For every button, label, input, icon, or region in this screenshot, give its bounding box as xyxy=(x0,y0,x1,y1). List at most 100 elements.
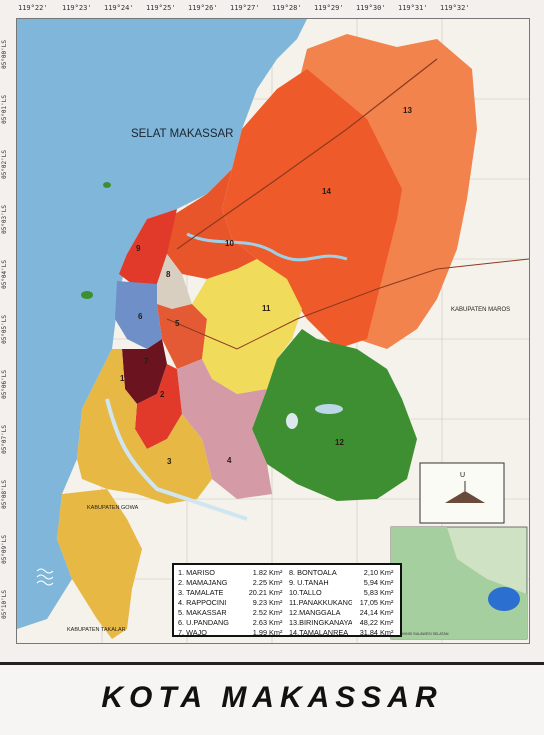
legend-unit: Km² xyxy=(380,588,394,597)
coord-tick-left: 05°00'LS xyxy=(1,40,8,69)
legend-area: 5,83 xyxy=(363,588,378,597)
road-line xyxy=(166,258,529,350)
legend-area: 31,84 xyxy=(359,628,378,637)
legend-unit: Km² xyxy=(380,598,394,607)
coord-tick-top: 119°29' xyxy=(314,4,344,12)
lake-marker xyxy=(286,413,298,429)
coord-tick-top: 119°24' xyxy=(104,4,134,12)
legend-unit: Km² xyxy=(269,628,283,637)
legend-row: 1. MARISO 1.82 Km² 8. BONTOALA 2,10 Km² xyxy=(178,568,396,578)
legend-unit: Km² xyxy=(269,618,283,627)
coord-tick-left: 05°07'LS xyxy=(1,425,8,454)
coord-tick-left: 05°04'LS xyxy=(1,260,8,289)
legend-area: 1.82 xyxy=(252,568,267,577)
kabupaten-takalar-area xyxy=(57,489,142,639)
legend-district-name: 13.BIRINGKANAYA xyxy=(289,618,352,627)
island-marker xyxy=(103,182,111,188)
coord-tick-top: 119°26' xyxy=(188,4,218,12)
lake-marker xyxy=(315,404,343,414)
district-panakkukang xyxy=(192,259,302,394)
coord-tick-top: 119°23' xyxy=(62,4,92,12)
legend-district-name: 9. U.TANAH xyxy=(289,578,329,587)
legend-unit: Km² xyxy=(380,628,394,637)
compass-box: U xyxy=(419,462,505,524)
legend-area: 48,22 xyxy=(359,618,378,627)
legend-unit: Km² xyxy=(269,568,283,577)
legend-district-name: 10.TALLO xyxy=(289,588,322,597)
legend-unit: Km² xyxy=(380,618,394,627)
legend-district-name: 14.TAMALANREA xyxy=(289,628,349,637)
legend-area: 9.23 xyxy=(252,598,267,607)
coord-tick-left: 05°03'LS xyxy=(1,205,8,234)
legend-area: 2,10 xyxy=(363,568,378,577)
coord-tick-left: 05°06'LS xyxy=(1,370,8,399)
district-map: 9 6 5 8 1 7 2 3 4 10 11 12 13 14 SELAT M… xyxy=(17,19,529,643)
district-numbers: 9 6 5 8 1 7 2 3 4 10 11 12 13 14 xyxy=(120,106,412,466)
title-banner: KOTA MAKASSAR xyxy=(0,662,544,735)
legend-unit: Km² xyxy=(380,578,394,587)
island-marker xyxy=(81,291,93,299)
compass-arrow-icon xyxy=(445,491,485,503)
coord-tick-top: 119°32' xyxy=(440,4,470,12)
district-bontoala xyxy=(157,254,192,309)
district-number: 10 xyxy=(225,239,234,248)
coord-tick-top: 119°30' xyxy=(356,4,386,12)
district-number: 8 xyxy=(166,270,171,279)
district-tamalate xyxy=(77,349,212,504)
district-number: 12 xyxy=(335,438,344,447)
coord-tick-top: 119°27' xyxy=(230,4,260,12)
coord-tick-left: 05°02'LS xyxy=(1,150,8,179)
legend-row: 6. U.PANDANG 2.63 Km² 13.BIRINGKANAYA 48,22… xyxy=(178,618,396,628)
legend-area: 2.25 xyxy=(252,578,267,587)
legend-district-name: 12.MANGGALA xyxy=(289,608,341,617)
legend-row: 3. TAMALATE 20.21 Km² 10.TALLO 5,83 Km² xyxy=(178,588,396,598)
legend-area: 1.99 xyxy=(252,628,267,637)
legend-area: 2.52 xyxy=(252,608,267,617)
inset-highlight xyxy=(488,587,520,611)
legend-unit: Km² xyxy=(269,608,283,617)
legend-area: 2.63 xyxy=(252,618,267,627)
legend-row: 2. MAMAJANG 2.25 Km² 9. U.TANAH 5,94 Km² xyxy=(178,578,396,588)
legend-unit: Km² xyxy=(269,578,283,587)
district-number: 1 xyxy=(120,374,125,383)
coord-tick-top: 119°28' xyxy=(272,4,302,12)
sea-label: SELAT MAKASSAR xyxy=(131,128,233,140)
district-ujung-tanah xyxy=(119,209,177,284)
map-panel: 9 6 5 8 1 7 2 3 4 10 11 12 13 14 SELAT M… xyxy=(16,18,530,644)
legend-area: 24,14 xyxy=(359,608,378,617)
district-mariso xyxy=(122,339,167,404)
label-kabupaten-maros: KABUPATEN MAROS xyxy=(451,307,510,313)
district-number: 3 xyxy=(167,457,172,466)
legend-district-name: 6. U.PANDANG xyxy=(178,618,229,627)
district-tamalanrea xyxy=(222,69,402,349)
river-line xyxy=(105,398,248,521)
road-line xyxy=(176,58,438,250)
legend-district-name: 5. MAKASSAR xyxy=(178,608,227,617)
coord-tick-top: 119°25' xyxy=(146,4,176,12)
district-number: 4 xyxy=(227,456,232,465)
legend-unit: Km² xyxy=(380,608,394,617)
legend-row: 5. MAKASSAR 2.52 Km² 12.MANGGALA 24,14 Km² xyxy=(178,608,396,618)
legend-unit: Km² xyxy=(269,598,283,607)
legend-district-name: 1. MARISO xyxy=(178,568,215,577)
legend-area: 17,05 xyxy=(359,598,378,607)
legend-unit: Km² xyxy=(269,588,283,597)
district-number: 13 xyxy=(403,106,412,115)
legend-district-name: 11.PANAKKUKANG xyxy=(289,598,352,607)
map-title: KOTA MAKASSAR xyxy=(101,681,443,714)
district-number: 9 xyxy=(136,244,141,253)
coord-tick-left: 05°08'LS xyxy=(1,480,8,509)
inset-caption: PROVINSI SULAWESI SELATAN xyxy=(395,632,449,636)
district-manggala xyxy=(252,329,417,501)
district-number: 2 xyxy=(160,390,165,399)
legend-area: 5,94 xyxy=(363,578,378,587)
legend-district-name: 8. BONTOALA xyxy=(289,568,337,577)
district-number: 6 xyxy=(138,312,143,321)
inset-map: PROVINSI SULAWESI SELATAN xyxy=(390,526,528,640)
sea-area xyxy=(17,19,307,629)
legend-district-name: 3. TAMALATE xyxy=(178,588,224,597)
coord-tick-top: 119°22' xyxy=(18,4,48,12)
district-ujung-pandang xyxy=(115,281,162,349)
district-number: 7 xyxy=(144,357,149,366)
